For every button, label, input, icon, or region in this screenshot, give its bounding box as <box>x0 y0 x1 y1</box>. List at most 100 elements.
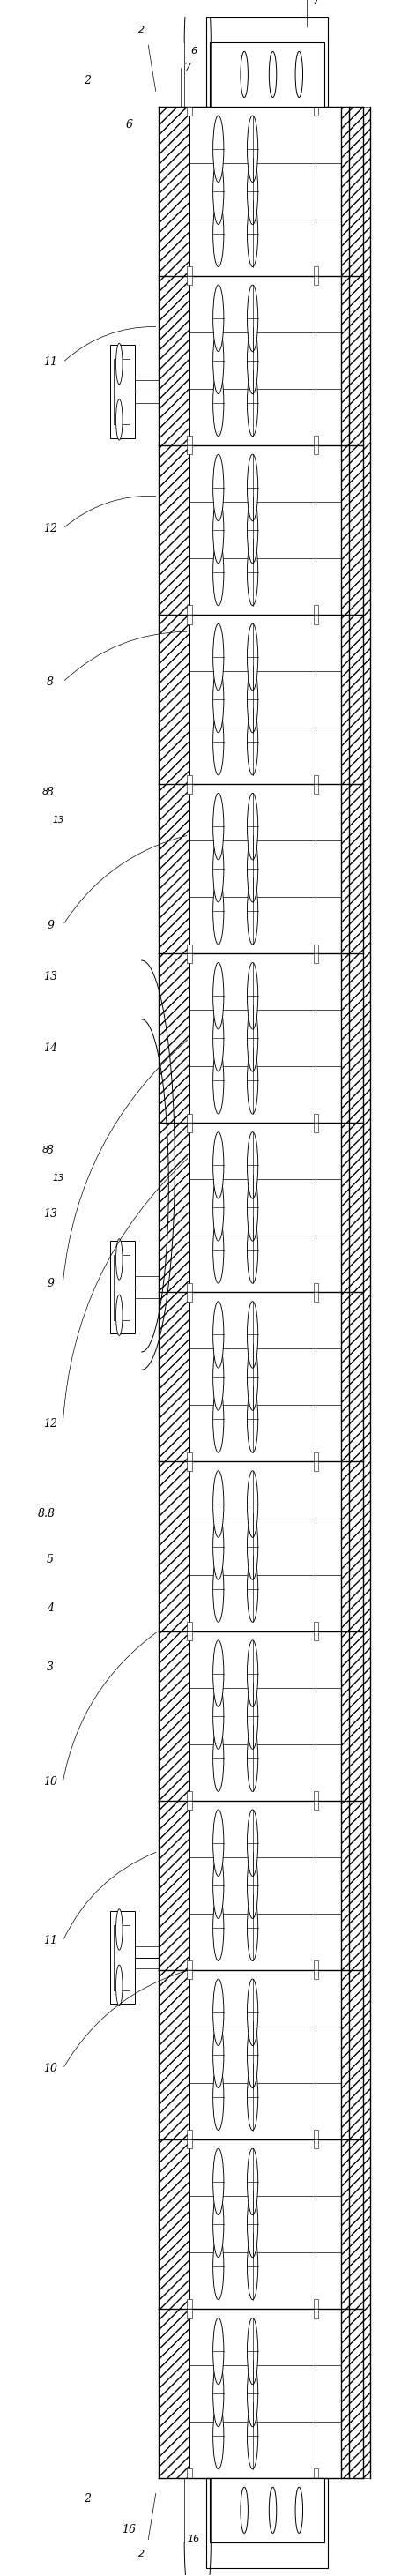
Bar <box>341 106 364 2478</box>
Text: 9: 9 <box>47 920 54 930</box>
Bar <box>313 1971 318 1978</box>
Circle shape <box>295 2486 303 2532</box>
Circle shape <box>247 1893 258 1960</box>
Circle shape <box>247 1216 258 1283</box>
Circle shape <box>213 453 224 520</box>
Bar <box>187 1623 192 1631</box>
Circle shape <box>247 371 258 435</box>
Bar <box>158 1971 189 2138</box>
Circle shape <box>247 2233 258 2300</box>
Bar <box>313 265 318 276</box>
Bar <box>206 18 328 106</box>
Circle shape <box>213 2318 224 2385</box>
Text: 8: 8 <box>42 1146 48 1154</box>
Bar <box>111 1242 134 1334</box>
Circle shape <box>247 1175 258 1242</box>
Bar <box>187 1960 192 1971</box>
Text: 2: 2 <box>139 2550 145 2558</box>
Text: 12: 12 <box>43 523 57 533</box>
Circle shape <box>247 538 258 605</box>
Circle shape <box>247 2360 258 2427</box>
Circle shape <box>213 835 224 902</box>
Bar <box>313 783 318 793</box>
Bar <box>313 2130 318 2138</box>
Bar <box>187 265 192 276</box>
Circle shape <box>247 708 258 775</box>
Bar <box>158 2138 189 2308</box>
Circle shape <box>213 2360 224 2427</box>
Bar <box>210 2478 324 2543</box>
Circle shape <box>269 52 277 98</box>
Text: 2: 2 <box>139 26 145 36</box>
Circle shape <box>247 623 258 690</box>
Circle shape <box>247 327 258 394</box>
Bar <box>158 1123 189 1293</box>
Circle shape <box>116 1239 123 1280</box>
Bar <box>158 1801 189 1971</box>
Bar <box>158 783 189 953</box>
Bar <box>313 2138 318 2148</box>
Bar <box>313 605 318 616</box>
Circle shape <box>213 286 224 350</box>
Circle shape <box>247 453 258 520</box>
Circle shape <box>213 538 224 605</box>
Bar <box>187 775 192 783</box>
Circle shape <box>116 1965 123 2007</box>
Bar <box>187 1461 192 1471</box>
Bar <box>313 1631 318 1641</box>
Text: 4: 4 <box>47 1602 54 1615</box>
Bar <box>210 44 324 106</box>
Circle shape <box>213 116 224 183</box>
Circle shape <box>247 793 258 860</box>
Circle shape <box>247 1512 258 1579</box>
Circle shape <box>247 963 258 1030</box>
Bar <box>187 1453 192 1461</box>
Text: 2: 2 <box>84 2494 91 2504</box>
Text: 8.8: 8.8 <box>37 1507 55 1520</box>
Bar <box>187 953 192 963</box>
Bar <box>158 1631 189 1801</box>
Text: 8: 8 <box>47 786 54 799</box>
Text: 5: 5 <box>47 1553 54 1566</box>
Bar <box>187 1801 192 1811</box>
Circle shape <box>116 1909 123 1950</box>
Bar <box>313 106 318 116</box>
Text: 11: 11 <box>43 1935 57 1947</box>
Bar <box>187 2138 192 2148</box>
Circle shape <box>213 1682 224 1749</box>
Circle shape <box>213 1301 224 1368</box>
Circle shape <box>247 2022 258 2089</box>
Circle shape <box>247 286 258 350</box>
Circle shape <box>247 1005 258 1072</box>
Bar <box>313 1293 318 1301</box>
Bar <box>187 605 192 616</box>
Circle shape <box>247 1386 258 1453</box>
Circle shape <box>247 1471 258 1538</box>
Text: 13: 13 <box>43 971 57 981</box>
Text: 16: 16 <box>187 2535 200 2543</box>
Bar <box>313 2300 318 2308</box>
Bar <box>313 1453 318 1461</box>
Bar <box>313 276 318 286</box>
Circle shape <box>247 1641 258 1708</box>
Circle shape <box>213 2190 224 2257</box>
Circle shape <box>247 1345 258 1409</box>
Bar <box>313 2468 318 2478</box>
Circle shape <box>213 1471 224 1538</box>
Text: 7: 7 <box>313 0 319 5</box>
Circle shape <box>116 1296 123 1334</box>
Circle shape <box>213 1726 224 1790</box>
Bar <box>111 345 134 438</box>
Bar <box>187 1283 192 1293</box>
Circle shape <box>247 878 258 945</box>
Circle shape <box>247 1978 258 2045</box>
Circle shape <box>213 2148 224 2215</box>
Bar <box>114 358 129 425</box>
Circle shape <box>213 2063 224 2130</box>
Circle shape <box>213 157 224 224</box>
Text: 14: 14 <box>43 1043 57 1054</box>
Bar <box>313 446 318 453</box>
Bar <box>313 1790 318 1801</box>
Circle shape <box>247 1726 258 1790</box>
Circle shape <box>213 1175 224 1242</box>
